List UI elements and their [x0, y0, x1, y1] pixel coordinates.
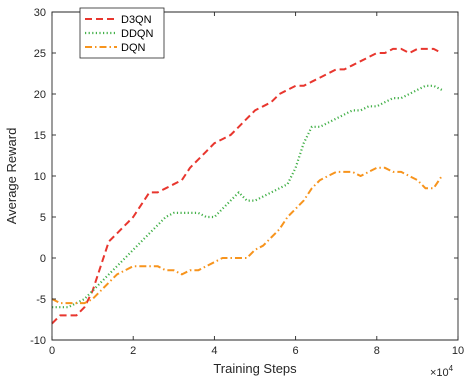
y-tick-label: 20 — [34, 89, 46, 101]
legend-box — [79, 7, 165, 59]
plot-area — [51, 47, 443, 325]
x-tick-label: 4 — [211, 345, 217, 357]
x-axis-label: Training Steps — [213, 361, 297, 376]
y-tick-label: 30 — [34, 7, 46, 19]
x-axis-multiplier: ×104 — [430, 364, 454, 379]
x-tick-label: 8 — [374, 345, 380, 357]
series-line-dqn — [51, 166, 443, 305]
y-tick-label: -5 — [36, 294, 46, 306]
series-line-d3qn — [51, 47, 443, 325]
legend-label-ddqn: DDQN — [121, 28, 153, 40]
axes — [51, 11, 459, 341]
y-tick-label: -10 — [30, 335, 46, 347]
legend-entries: D3QN DDQN DQN — [85, 14, 153, 54]
legend: D3QN DDQN DQN — [79, 7, 165, 59]
x-tick-label: 2 — [130, 345, 136, 357]
y-tick-label: 5 — [40, 212, 46, 224]
y-tick-label: 15 — [34, 130, 46, 142]
x-axis-multiplier-base: ×10 — [430, 367, 449, 379]
ticks: 0 2 4 6 8 10 -10 -5 0 5 10 15 20 25 30 — [30, 7, 464, 357]
y-tick-label: 25 — [34, 48, 46, 60]
x-tick-label: 6 — [293, 345, 299, 357]
x-tick-label: 0 — [49, 345, 55, 357]
legend-label-d3qn: D3QN — [121, 14, 152, 26]
y-axis-label: Average Reward — [4, 128, 19, 225]
y-tick-label: 0 — [40, 253, 46, 265]
y-tick-label: 10 — [34, 171, 46, 183]
legend-label-dqn: DQN — [121, 42, 146, 54]
x-axis-multiplier-exponent: 4 — [449, 364, 454, 373]
axes-frame — [51, 11, 459, 341]
x-tick-label: 10 — [452, 345, 464, 357]
